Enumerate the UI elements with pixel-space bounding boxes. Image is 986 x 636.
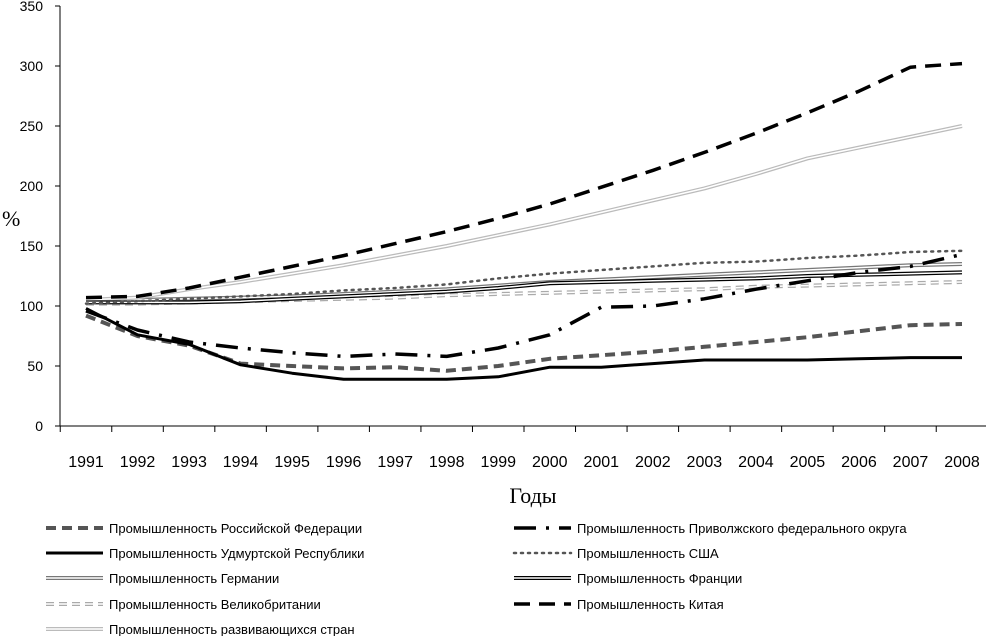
x-tick-label: 1996 [326, 454, 362, 471]
y-tick-label: 150 [20, 238, 44, 254]
y-tick-label: 0 [35, 418, 43, 434]
x-axis-label: Годы [509, 483, 556, 508]
x-tick-label: 1999 [480, 454, 516, 471]
y-tick-label: 100 [20, 298, 44, 314]
series-line-9 [85, 124, 963, 302]
x-tick-label: 2008 [944, 454, 980, 471]
series-layer [84, 61, 964, 381]
series-path [84, 249, 964, 305]
legend-item: Промышленность Франции [514, 571, 742, 586]
legend-label: Промышленность Китая [577, 597, 724, 612]
legend-item: Промышленность Удмуртской Республики [46, 546, 364, 561]
series-path [85, 313, 963, 373]
legend-label: Промышленность Великобритании [109, 597, 321, 612]
axes: 0 50 100 150 200 250 300 350 1991 1992 1993 1994 199… [20, 0, 986, 471]
series-path [85, 61, 963, 300]
x-tick-label: 2000 [532, 454, 568, 471]
legend-item: Промышленность Германии [46, 571, 279, 586]
legend-label: Промышленность Удмуртской Республики [109, 546, 364, 561]
legend-label: Промышленность Германии [109, 571, 279, 586]
legend-label: Промышленность Франции [577, 571, 742, 586]
series-path [85, 252, 963, 359]
legend-item: Промышленность Российской Федерации [46, 521, 362, 536]
x-tick-label: 1992 [120, 454, 156, 471]
x-tick-label: 2005 [790, 454, 826, 471]
legend-label: Промышленность Приволжского федерального… [577, 521, 907, 536]
legend: Промышленность Российской Федерации Промы… [46, 521, 907, 636]
legend-item: Промышленность США [512, 546, 719, 561]
x-tick-label: 1991 [68, 454, 104, 471]
x-tick-label: 1998 [429, 454, 465, 471]
series-line-1 [85, 313, 963, 373]
series-line-6 [86, 270, 963, 305]
legend-label: Промышленность развивающихся стран [109, 622, 355, 636]
series-path-inner [85, 125, 963, 301]
y-tick-label: 350 [20, 0, 44, 14]
x-tick-label: 2001 [583, 454, 619, 471]
series-line-4 [84, 249, 964, 305]
series-path [85, 307, 962, 381]
legend-item: Промышленность Приволжского федерального… [514, 521, 907, 536]
y-axis-label: % [2, 206, 20, 231]
series-line-8 [85, 61, 963, 300]
x-tick-label: 1997 [377, 454, 413, 471]
legend-item: Промышленность Великобритании [46, 597, 321, 612]
y-tick-label: 200 [20, 178, 44, 194]
legend-label: Промышленность США [577, 546, 719, 561]
legend-item: Промышленность развивающихся стран [46, 622, 355, 636]
x-tick-label: 2007 [893, 454, 929, 471]
y-tick-label: 300 [20, 58, 44, 74]
series-line-3 [85, 307, 962, 381]
legend-label: Промышленность Российской Федерации [109, 521, 362, 536]
legend-item: Промышленность Китая [514, 597, 724, 612]
series-path-inner [86, 271, 963, 304]
x-tick-label: 2002 [635, 454, 671, 471]
x-tick-label: 1993 [171, 454, 207, 471]
x-tick-label: 2006 [841, 454, 877, 471]
x-tick-label: 2003 [687, 454, 723, 471]
x-tick-label: 1994 [223, 454, 259, 471]
y-tick-label: 50 [27, 358, 43, 374]
x-tick-label: 2004 [738, 454, 774, 471]
y-tick-label: 250 [20, 118, 44, 134]
series-line-2 [85, 252, 963, 359]
x-tick-label: 1995 [274, 454, 310, 471]
